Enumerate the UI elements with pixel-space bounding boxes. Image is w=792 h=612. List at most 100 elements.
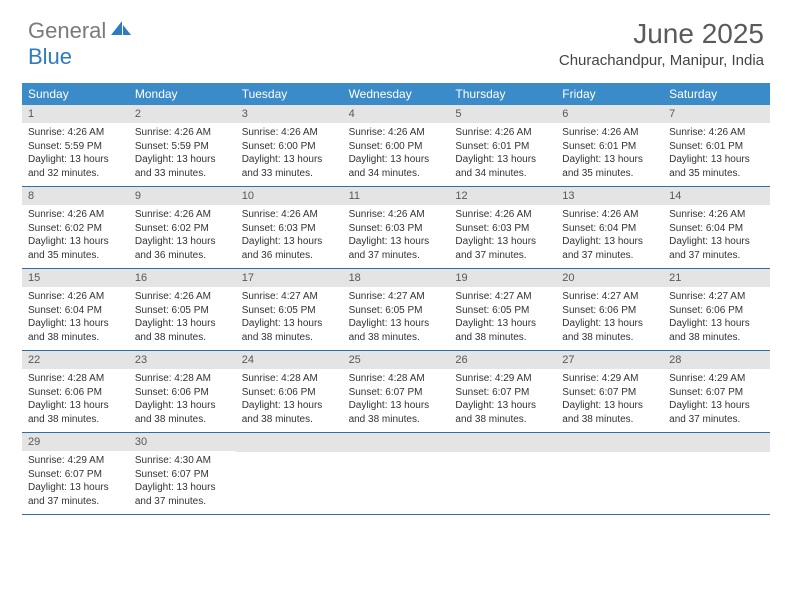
daylight-line: Daylight: 13 hours and 38 minutes. bbox=[135, 400, 216, 425]
sunrise-line: Sunrise: 4:26 AM bbox=[455, 127, 531, 138]
sunrise-line: Sunrise: 4:26 AM bbox=[562, 209, 638, 220]
day-cell: 18Sunrise: 4:27 AMSunset: 6:05 PMDayligh… bbox=[343, 269, 450, 350]
day-body: Sunrise: 4:28 AMSunset: 6:07 PMDaylight:… bbox=[343, 369, 450, 432]
sunset-line: Sunset: 6:05 PM bbox=[455, 305, 529, 316]
day-body: Sunrise: 4:29 AMSunset: 6:07 PMDaylight:… bbox=[22, 451, 129, 514]
sunrise-line: Sunrise: 4:26 AM bbox=[135, 209, 211, 220]
day-cell: 16Sunrise: 4:26 AMSunset: 6:05 PMDayligh… bbox=[129, 269, 236, 350]
daylight-line: Daylight: 13 hours and 38 minutes. bbox=[669, 318, 750, 343]
daylight-line: Daylight: 13 hours and 38 minutes. bbox=[135, 318, 216, 343]
sunrise-line: Sunrise: 4:26 AM bbox=[28, 209, 104, 220]
sunset-line: Sunset: 6:05 PM bbox=[349, 305, 423, 316]
day-number: 1 bbox=[22, 105, 129, 123]
day-cell: 19Sunrise: 4:27 AMSunset: 6:05 PMDayligh… bbox=[449, 269, 556, 350]
weekday-header: Wednesday bbox=[343, 83, 450, 105]
day-number: 11 bbox=[343, 187, 450, 205]
day-cell: 3Sunrise: 4:26 AMSunset: 6:00 PMDaylight… bbox=[236, 105, 343, 186]
day-cell: 22Sunrise: 4:28 AMSunset: 6:06 PMDayligh… bbox=[22, 351, 129, 432]
day-body: Sunrise: 4:26 AMSunset: 6:00 PMDaylight:… bbox=[343, 123, 450, 186]
day-number: 4 bbox=[343, 105, 450, 123]
week-row: 8Sunrise: 4:26 AMSunset: 6:02 PMDaylight… bbox=[22, 187, 770, 269]
calendar-grid: SundayMondayTuesdayWednesdayThursdayFrid… bbox=[22, 83, 770, 515]
sunset-line: Sunset: 6:07 PM bbox=[455, 387, 529, 398]
sunset-line: Sunset: 6:06 PM bbox=[242, 387, 316, 398]
day-body: Sunrise: 4:26 AMSunset: 6:04 PMDaylight:… bbox=[22, 287, 129, 350]
empty-day-number bbox=[236, 433, 343, 452]
day-body: Sunrise: 4:29 AMSunset: 6:07 PMDaylight:… bbox=[663, 369, 770, 432]
sunrise-line: Sunrise: 4:27 AM bbox=[455, 291, 531, 302]
day-body: Sunrise: 4:26 AM Sunset: 6:04 PM Daylight:… bbox=[556, 205, 663, 268]
day-body: Sunrise: 4:26 AMSunset: 5:59 PMDaylight:… bbox=[22, 123, 129, 186]
daylight-line: Daylight: 13 hours and 38 minutes. bbox=[242, 318, 323, 343]
day-cell: 2Sunrise: 4:26 AMSunset: 5:59 PMDaylight… bbox=[129, 105, 236, 186]
page-header: General June 2025 Churachandpur, Manipur… bbox=[0, 0, 792, 77]
sunrise-line: Sunrise: 4:26 AM bbox=[455, 209, 531, 220]
logo-text-blue: Blue bbox=[28, 44, 72, 69]
day-body: Sunrise: 4:28 AMSunset: 6:06 PMDaylight:… bbox=[22, 369, 129, 432]
weekday-header: Tuesday bbox=[236, 83, 343, 105]
sunrise-line: Sunrise: 4:30 AM bbox=[135, 455, 211, 466]
day-number: 30 bbox=[129, 433, 236, 451]
daylight-line: Daylight: 13 hours and 37 minutes. bbox=[135, 482, 216, 507]
sunrise-line: Sunrise: 4:26 AM bbox=[562, 127, 638, 138]
day-number: 26 bbox=[449, 351, 556, 369]
day-cell: 6Sunrise: 4:26 AMSunset: 6:01 PMDaylight… bbox=[556, 105, 663, 186]
day-number: 25 bbox=[343, 351, 450, 369]
sunset-line: Sunset: 6:06 PM bbox=[669, 305, 743, 316]
day-number: 2 bbox=[129, 105, 236, 123]
day-cell: 5Sunrise: 4:26 AMSunset: 6:01 PMDaylight… bbox=[449, 105, 556, 186]
sunset-line: Sunset: 6:05 PM bbox=[135, 305, 209, 316]
empty-day-number bbox=[663, 433, 770, 452]
day-number: 22 bbox=[22, 351, 129, 369]
day-body: Sunrise: 4:26 AMSunset: 6:03 PMDaylight:… bbox=[343, 205, 450, 268]
sunrise-line: Sunrise: 4:28 AM bbox=[28, 373, 104, 384]
day-cell: 9Sunrise: 4:26 AMSunset: 6:02 PMDaylight… bbox=[129, 187, 236, 268]
daylight-line: Daylight: 13 hours and 32 minutes. bbox=[28, 154, 109, 179]
sunrise-line: Sunrise: 4:27 AM bbox=[669, 291, 745, 302]
day-cell bbox=[556, 433, 663, 514]
daylight-line: Daylight: 13 hours and 37 minutes. bbox=[562, 236, 643, 261]
sunset-line: Sunset: 6:07 PM bbox=[28, 469, 102, 480]
day-number: 5 bbox=[449, 105, 556, 123]
daylight-line: Daylight: 13 hours and 38 minutes. bbox=[562, 400, 643, 425]
day-cell: 20Sunrise: 4:27 AMSunset: 6:06 PMDayligh… bbox=[556, 269, 663, 350]
weekday-header: Monday bbox=[129, 83, 236, 105]
day-number: 14 bbox=[663, 187, 770, 205]
sunset-line: Sunset: 6:01 PM bbox=[455, 141, 529, 152]
day-body: Sunrise: 4:27 AMSunset: 6:05 PMDaylight:… bbox=[236, 287, 343, 350]
day-number: 8 bbox=[22, 187, 129, 205]
sunset-line: Sunset: 6:01 PM bbox=[562, 141, 636, 152]
day-number: 16 bbox=[129, 269, 236, 287]
sunset-line: Sunset: 6:01 PM bbox=[669, 141, 743, 152]
logo-sail-icon bbox=[110, 20, 132, 43]
empty-day-number bbox=[556, 433, 663, 452]
day-cell: 28Sunrise: 4:29 AMSunset: 6:07 PMDayligh… bbox=[663, 351, 770, 432]
day-number: 9 bbox=[129, 187, 236, 205]
day-number: 10 bbox=[236, 187, 343, 205]
day-number: 13 bbox=[556, 187, 663, 205]
daylight-line: Daylight: 13 hours and 38 minutes. bbox=[562, 318, 643, 343]
day-cell: 30Sunrise: 4:30 AMSunset: 6:07 PMDayligh… bbox=[129, 433, 236, 514]
daylight-line: Daylight: 13 hours and 35 minutes. bbox=[562, 154, 643, 179]
daylight-line: Daylight: 13 hours and 37 minutes. bbox=[669, 400, 750, 425]
day-body: Sunrise: 4:26 AMSunset: 6:02 PMDaylight:… bbox=[129, 205, 236, 268]
location-text: Churachandpur, Manipur, India bbox=[559, 52, 764, 69]
day-body: Sunrise: 4:28 AMSunset: 6:06 PMDaylight:… bbox=[129, 369, 236, 432]
day-body: Sunrise: 4:29 AMSunset: 6:07 PMDaylight:… bbox=[556, 369, 663, 432]
weekday-header: Friday bbox=[556, 83, 663, 105]
daylight-line: Daylight: 13 hours and 36 minutes. bbox=[242, 236, 323, 261]
day-number: 17 bbox=[236, 269, 343, 287]
sunrise-line: Sunrise: 4:29 AM bbox=[669, 373, 745, 384]
week-row: 1Sunrise: 4:26 AMSunset: 5:59 PMDaylight… bbox=[22, 105, 770, 187]
day-body: Sunrise: 4:26 AMSunset: 5:59 PMDaylight:… bbox=[129, 123, 236, 186]
day-cell bbox=[236, 433, 343, 514]
daylight-line: Daylight: 13 hours and 33 minutes. bbox=[135, 154, 216, 179]
daylight-line: Daylight: 13 hours and 38 minutes. bbox=[455, 400, 536, 425]
sunset-line: Sunset: 6:04 PM bbox=[562, 223, 636, 234]
sunrise-line: Sunrise: 4:26 AM bbox=[242, 127, 318, 138]
day-number: 7 bbox=[663, 105, 770, 123]
daylight-line: Daylight: 13 hours and 35 minutes. bbox=[28, 236, 109, 261]
sunset-line: Sunset: 6:07 PM bbox=[349, 387, 423, 398]
sunrise-line: Sunrise: 4:27 AM bbox=[562, 291, 638, 302]
day-body: Sunrise: 4:26 AMSunset: 6:03 PMDaylight:… bbox=[449, 205, 556, 268]
